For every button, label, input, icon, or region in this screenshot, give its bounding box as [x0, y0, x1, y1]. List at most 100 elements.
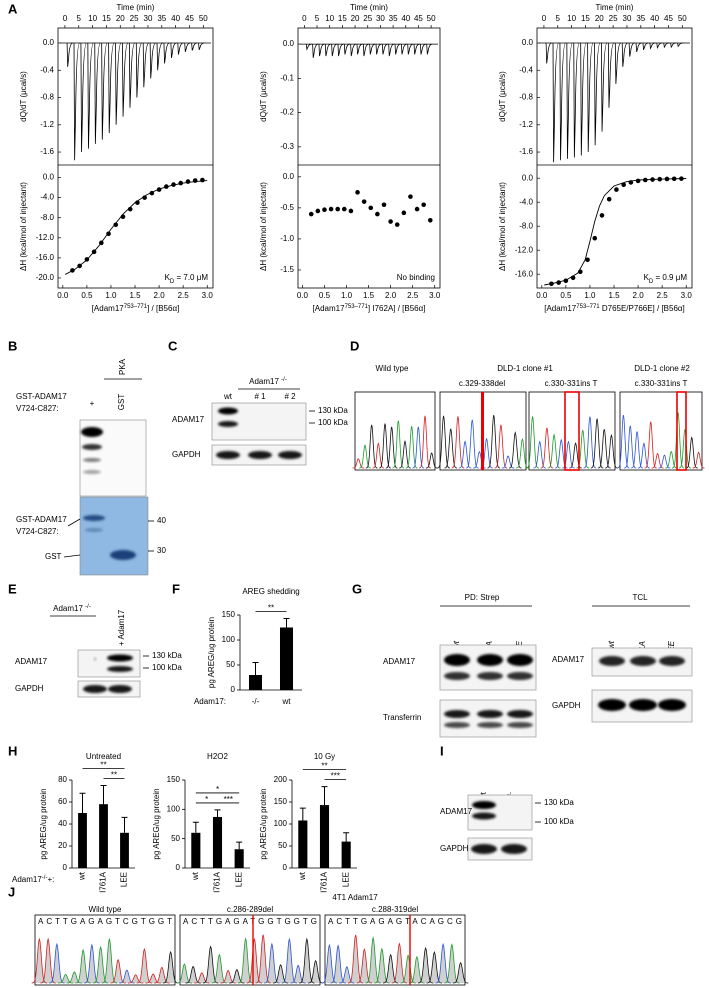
injection-peak: [552, 42, 560, 163]
mutation-label: c.330-331ins T: [545, 379, 598, 388]
y-tick-label: 150: [222, 610, 236, 619]
chromatogram-peak: [692, 451, 705, 469]
chromatogram-peak: [399, 440, 411, 469]
chromatogram-peak: [658, 454, 671, 469]
y-tick-label: 100: [222, 635, 236, 644]
y-tick-label: -0.2: [280, 108, 294, 117]
injection-peak: [413, 43, 420, 55]
group-label-part: -/-: [281, 377, 287, 383]
chromatogram-peak: [665, 450, 678, 469]
blot: [467, 794, 533, 831]
chromatogram-peak: [465, 419, 479, 469]
bar: [298, 820, 308, 868]
band: [216, 451, 240, 459]
data-point: [322, 207, 327, 213]
x-axis-title-part: 753–771: [124, 304, 148, 310]
bar: [120, 832, 129, 868]
data-point: [156, 187, 162, 192]
chromatogram-peak: [66, 971, 83, 984]
injection-peak: [635, 42, 642, 52]
y-tick-label: 100: [274, 819, 288, 828]
y-tick-label: -4.0: [40, 193, 54, 202]
bar: [319, 805, 330, 868]
data-point: [142, 195, 147, 200]
row-label: GST-ADAM17: [16, 392, 67, 401]
injection-peak: [656, 42, 663, 50]
row-label: ADAM17: [552, 655, 585, 664]
injection-peak: [66, 42, 73, 67]
group-label: PD: Strep: [465, 593, 500, 602]
x-tick-label: 2.5: [407, 291, 419, 300]
data-point: [606, 196, 612, 202]
band: [630, 656, 656, 666]
row-label: GAPDH: [172, 450, 201, 459]
x-tick-label: 2.5: [178, 291, 190, 300]
x-tick-label: 35: [157, 14, 166, 23]
x-tick-label: LEE: [120, 872, 129, 887]
data-point: [149, 190, 155, 196]
band: [107, 654, 133, 662]
injection-peak: [628, 42, 635, 57]
row-label: ADAM17: [440, 807, 473, 816]
x-axis-title-part: ] I762A] / [B56α]: [368, 304, 426, 313]
x-tick-label: 0.0: [57, 291, 69, 300]
panel-label: A: [8, 1, 18, 16]
injection-peak: [559, 42, 566, 161]
data-point: [361, 199, 367, 204]
column-title: Wild type: [89, 905, 122, 914]
y-tick-label: -1.2: [40, 120, 54, 129]
x-tick-label: 3.0: [681, 291, 693, 300]
injection-peak: [426, 43, 433, 55]
group-label: TCL: [632, 593, 648, 602]
chromatogram-peak: [382, 953, 399, 984]
data-point: [120, 214, 126, 220]
data-point: [614, 187, 619, 192]
data-point: [556, 280, 561, 285]
mutation-label: c.330-331ins T: [635, 379, 688, 388]
y-axis-title: ΔH (kcal/mol of injectant): [259, 182, 268, 271]
injection-peak: [142, 42, 150, 88]
y-tick-label: -8.0: [40, 213, 54, 222]
chromatogram-peak: [597, 429, 611, 469]
x-tick-label: LEE: [341, 872, 350, 887]
x-tick-label: 0.0: [536, 291, 548, 300]
data-point: [628, 180, 634, 185]
y-tick-label: 0.0: [43, 173, 55, 182]
chromatogram-peak: [435, 942, 451, 984]
group-label-part: Adam17: [249, 377, 281, 386]
chromatogram-peak: [347, 934, 364, 984]
y-tick-label: 80: [58, 775, 67, 784]
chromatogram-peak: [583, 416, 597, 469]
band: [218, 407, 238, 415]
data-point: [77, 263, 82, 269]
data-point: [355, 190, 360, 195]
data-point: [91, 249, 97, 255]
injection-peak: [135, 42, 143, 98]
band: [83, 458, 101, 462]
chromatogram-peak: [194, 972, 210, 984]
group-label-part: -/-: [85, 604, 91, 610]
x-tick-label: 20: [351, 14, 360, 23]
row-label: ADAM17: [383, 657, 416, 666]
error-bar: [100, 785, 107, 805]
injection-peak: [388, 43, 395, 57]
x-tick-label: 45: [664, 14, 673, 23]
error-bar: [343, 832, 350, 842]
injection-peak: [670, 42, 677, 49]
y-tick-label: -12.0: [36, 233, 55, 242]
marker-label: 40: [157, 516, 166, 525]
data-point: [84, 257, 90, 262]
injection-peak: [356, 43, 363, 55]
chromatogram-peak: [211, 953, 228, 984]
blot: [439, 699, 537, 738]
x-tick-label: 0.5: [319, 291, 331, 300]
y-axis-title: dQ/dT (μcal/s): [259, 71, 268, 122]
data-point: [335, 206, 340, 212]
y-tick-label: 0.0: [522, 173, 534, 182]
panel-label: B: [8, 338, 17, 353]
chromatogram-peak: [624, 425, 637, 469]
chromatogram-peak: [425, 452, 438, 469]
chromatogram-peak: [255, 934, 271, 984]
lane-label: wt: [223, 392, 233, 401]
band: [629, 699, 657, 711]
